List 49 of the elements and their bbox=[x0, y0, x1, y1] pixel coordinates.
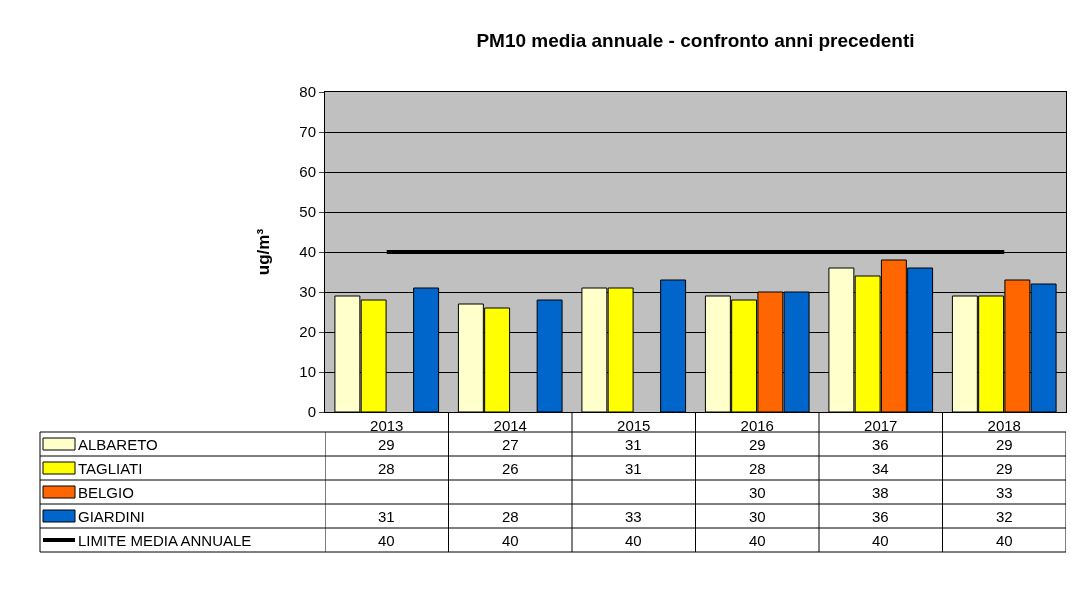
data-label: 40 bbox=[749, 532, 766, 549]
data-label: 29 bbox=[996, 436, 1013, 453]
data-label: 31 bbox=[625, 460, 642, 477]
y-axis-title: ug/m³ bbox=[253, 228, 273, 276]
data-label: 40 bbox=[378, 532, 395, 549]
y-tick-label: 10 bbox=[299, 363, 316, 381]
x-tick-label: 2014 bbox=[493, 417, 527, 434]
data-label: 31 bbox=[625, 436, 642, 453]
legend-label: TAGLIATI bbox=[78, 460, 143, 477]
y-tick-label: 20 bbox=[299, 323, 316, 341]
data-label: 28 bbox=[378, 460, 395, 477]
data-label: 29 bbox=[996, 460, 1013, 477]
x-tick-label: 2015 bbox=[617, 417, 651, 434]
y-tick-label: 70 bbox=[299, 123, 316, 141]
data-label: 28 bbox=[749, 460, 766, 477]
x-tick-label: 2017 bbox=[864, 417, 898, 434]
data-label: 33 bbox=[996, 484, 1013, 501]
x-tick-label: 2016 bbox=[740, 417, 774, 434]
legend-label: GIARDINI bbox=[78, 508, 145, 525]
data-label: 29 bbox=[749, 436, 766, 453]
data-label: 28 bbox=[502, 508, 519, 525]
y-tick-label: 40 bbox=[299, 243, 316, 261]
data-label: 31 bbox=[378, 508, 395, 525]
data-label: 26 bbox=[502, 460, 519, 477]
y-tick-label: 60 bbox=[299, 163, 316, 181]
x-tick-label: 2013 bbox=[370, 417, 404, 434]
y-tick-label: 50 bbox=[299, 203, 316, 221]
y-tick-label: 0 bbox=[307, 403, 316, 421]
chart-title: PM10 media annuale - confronto anni precedenti bbox=[476, 29, 915, 51]
data-label: 30 bbox=[749, 508, 766, 525]
data-label: 40 bbox=[502, 532, 519, 549]
y-tick-label: 80 bbox=[299, 83, 316, 101]
data-label: 32 bbox=[996, 508, 1013, 525]
data-label: 34 bbox=[872, 460, 889, 477]
data-label: 36 bbox=[872, 508, 889, 525]
data-label: 29 bbox=[378, 436, 395, 453]
data-label: 36 bbox=[872, 436, 889, 453]
data-label: 33 bbox=[625, 508, 642, 525]
x-tick-label: 2018 bbox=[987, 417, 1021, 434]
data-label: 40 bbox=[625, 532, 642, 549]
y-tick-label: 30 bbox=[299, 283, 316, 301]
legend-label: ALBARETO bbox=[78, 436, 158, 453]
data-label: 38 bbox=[872, 484, 889, 501]
legend-label: LIMITE MEDIA ANNUALE bbox=[78, 532, 252, 549]
data-label: 30 bbox=[749, 484, 766, 501]
data-label: 40 bbox=[996, 532, 1013, 549]
data-label: 40 bbox=[872, 532, 889, 549]
data-label: 27 bbox=[502, 436, 519, 453]
legend-label: BELGIO bbox=[78, 484, 134, 501]
